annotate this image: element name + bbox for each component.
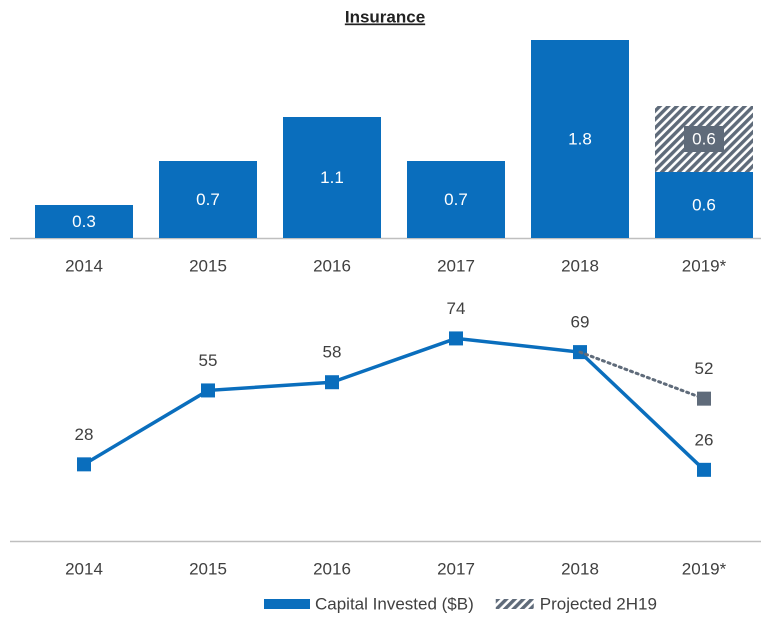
value-label: 0.3	[72, 212, 96, 231]
legend-label: Capital Invested ($B)	[315, 594, 474, 613]
bar	[407, 161, 505, 238]
x-tick-label: 2019*	[682, 559, 727, 578]
x-tick-label: 2014	[65, 256, 103, 275]
x-tick-label: 2015	[189, 256, 227, 275]
value-label: 58	[323, 343, 342, 362]
x-tick-label: 2018	[561, 256, 599, 275]
projection-line	[578, 350, 706, 401]
x-tick-label: 2016	[313, 559, 351, 578]
bar	[531, 40, 629, 238]
x-tick-label: 2019*	[682, 256, 727, 275]
value-label-box	[684, 126, 724, 152]
x-tick-label: 2018	[561, 559, 599, 578]
legend-label: Projected 2H19	[540, 594, 657, 613]
value-label: 0.6	[692, 129, 716, 148]
line	[83, 336, 706, 472]
bar	[159, 161, 257, 238]
marker	[77, 457, 91, 472]
x-tick-label: 2016	[313, 256, 351, 275]
value-label: 1.8	[568, 129, 592, 148]
legend-swatch	[264, 599, 310, 609]
marker	[201, 383, 215, 398]
marker	[325, 375, 339, 390]
bar	[283, 117, 381, 238]
value-label: 55	[199, 351, 218, 370]
x-tick-label: 2017	[437, 559, 475, 578]
value-label: 0.7	[444, 190, 468, 209]
value-label: 1.1	[320, 168, 344, 187]
value-label: 52	[695, 359, 714, 378]
value-label: 74	[447, 299, 466, 318]
marker	[697, 462, 711, 477]
marker	[697, 391, 711, 406]
value-label: 26	[695, 430, 714, 449]
x-tick-label: 2015	[189, 559, 227, 578]
value-label: 28	[75, 425, 94, 444]
value-label: 69	[571, 313, 590, 332]
bar	[655, 172, 753, 238]
value-label: 0.6	[692, 195, 716, 214]
marker	[449, 331, 463, 346]
bar	[35, 205, 133, 238]
value-label: 0.7	[196, 190, 220, 209]
legend-swatch	[495, 599, 534, 609]
chart-title: Insurance	[345, 7, 425, 26]
x-tick-label: 2017	[437, 256, 475, 275]
x-tick-label: 2014	[65, 559, 103, 578]
